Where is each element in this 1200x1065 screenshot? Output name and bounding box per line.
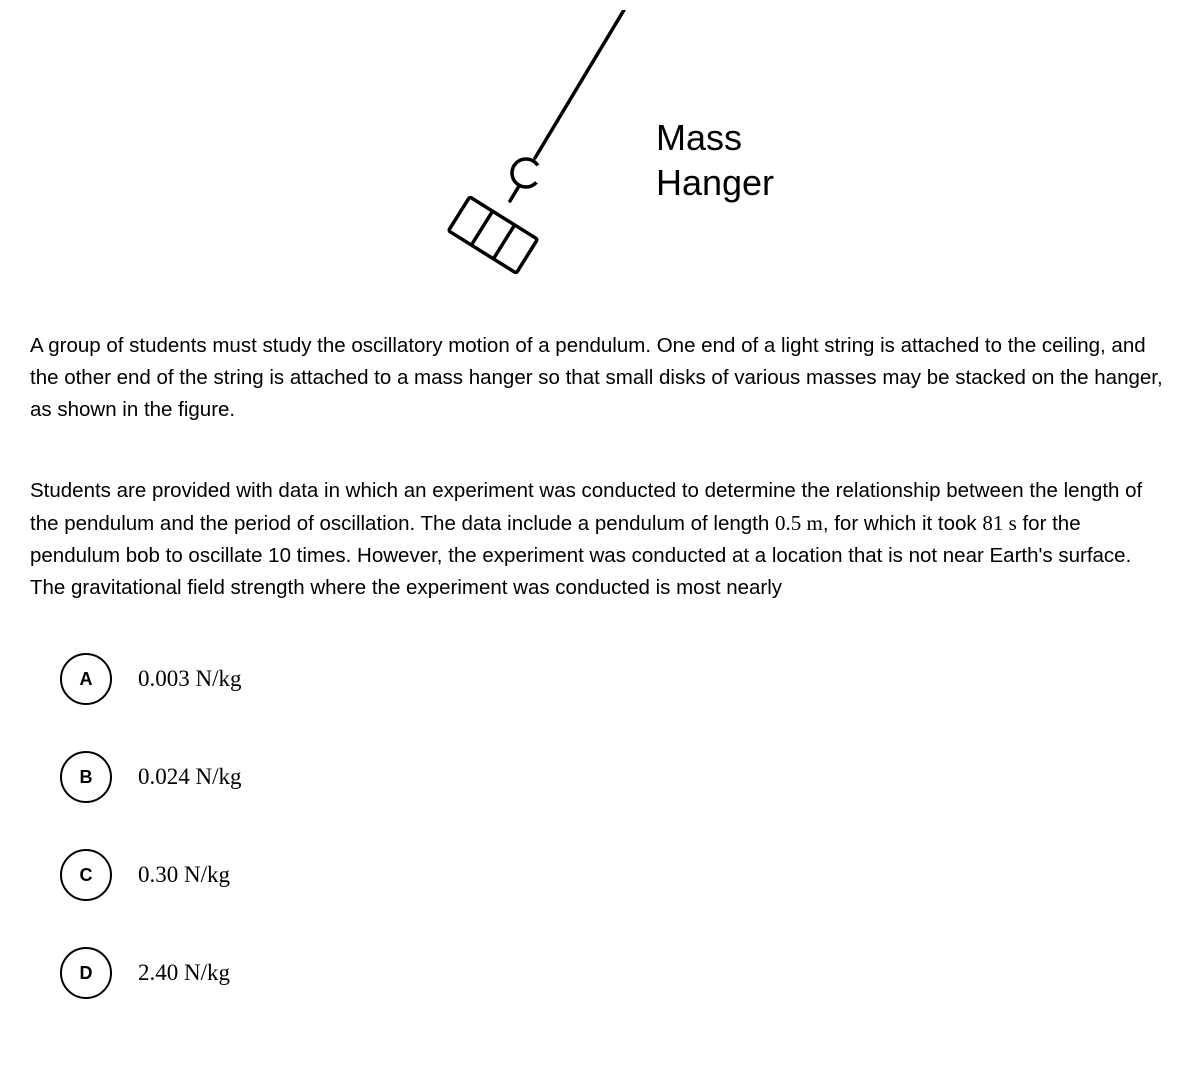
- option-letter: C: [60, 849, 112, 901]
- mass-hanger-icon: [426, 10, 636, 310]
- option-letter: D: [60, 947, 112, 999]
- option-letter: B: [60, 751, 112, 803]
- paragraph-1: A group of students must study the oscil…: [30, 330, 1170, 425]
- option-c[interactable]: C 0.30 N/kg: [60, 849, 1170, 901]
- option-d[interactable]: D 2.40 N/kg: [60, 947, 1170, 999]
- answer-options: A 0.003 N/kg B 0.024 N/kg C 0.30 N/kg D …: [30, 653, 1170, 999]
- figure-label: Mass Hanger: [656, 115, 774, 205]
- option-text: 0.024 N/kg: [138, 764, 242, 790]
- p2-part2: , for which it took: [823, 512, 983, 535]
- figure-label-line1: Mass: [656, 115, 774, 160]
- option-text: 0.003 N/kg: [138, 666, 242, 692]
- figure-label-line2: Hanger: [656, 160, 774, 205]
- option-b[interactable]: B 0.024 N/kg: [60, 751, 1170, 803]
- paragraph-2: Students are provided with data in which…: [30, 475, 1170, 603]
- option-letter: A: [60, 653, 112, 705]
- pendulum-figure: Mass Hanger: [30, 20, 1170, 300]
- p2-value1: 0.5 m: [775, 511, 823, 535]
- option-text: 0.30 N/kg: [138, 862, 230, 888]
- p2-value2: 81 s: [982, 511, 1016, 535]
- option-text: 2.40 N/kg: [138, 960, 230, 986]
- option-a[interactable]: A 0.003 N/kg: [60, 653, 1170, 705]
